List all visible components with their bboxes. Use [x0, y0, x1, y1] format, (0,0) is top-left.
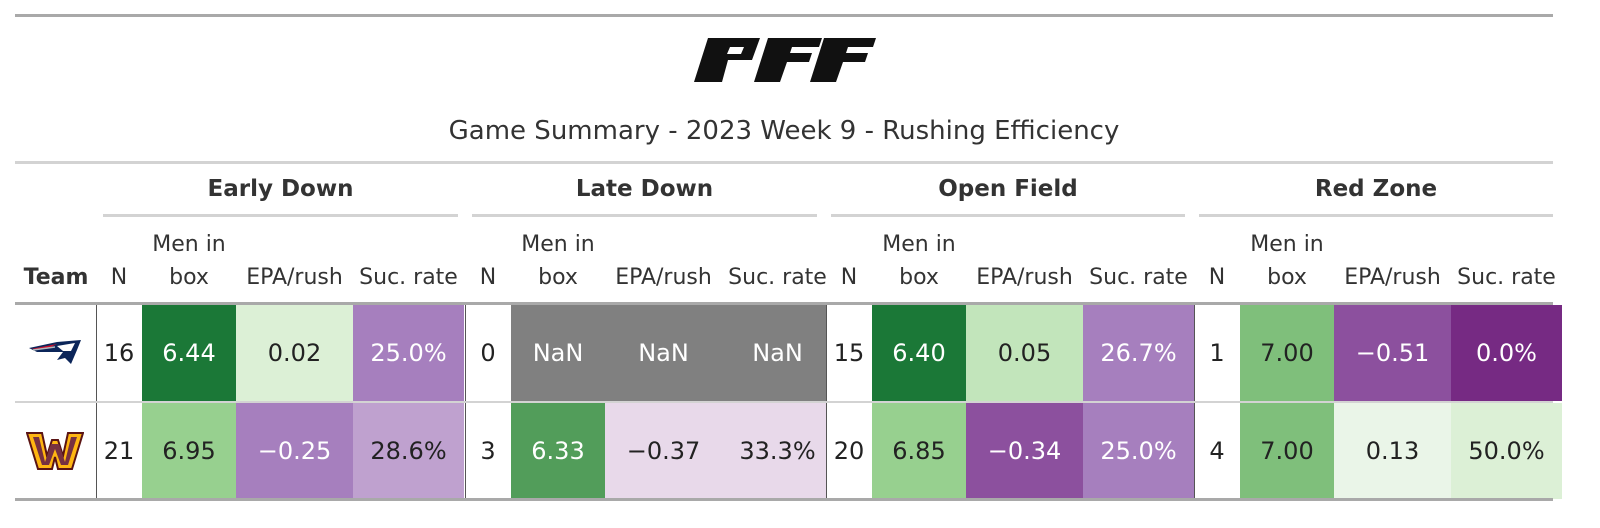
cell-n: 16 [96, 305, 142, 401]
cell-men-in-box: 6.85 [872, 403, 966, 499]
cell-n: 1 [1194, 305, 1240, 401]
column-header-men-in-box: box [169, 265, 209, 290]
group-header-rule [1199, 214, 1553, 217]
table-title: Game Summary - 2023 Week 9 - Rushing Eff… [448, 116, 1120, 146]
column-header-n: N [840, 265, 858, 290]
group-header: Open Field [938, 176, 1078, 202]
cell-success-rate: 25.0% [353, 305, 464, 401]
patriots-logo [29, 340, 81, 364]
cell-men-in-box: 6.40 [872, 305, 966, 401]
column-header-success-rate: Suc. rate [1089, 265, 1188, 290]
column-header-n: N [1208, 265, 1226, 290]
column-header-n: N [479, 265, 497, 290]
cell-n: 4 [1194, 403, 1240, 499]
cell-epa-rush: 0.05 [966, 305, 1083, 401]
cell-men-in-box: 7.00 [1240, 305, 1334, 401]
cell-success-rate: 50.0% [1451, 403, 1562, 499]
cell-n: 0 [465, 305, 511, 401]
team-logo-cell [15, 305, 95, 401]
cell-success-rate: 0.0% [1451, 305, 1562, 401]
cell-epa-rush: −0.37 [605, 403, 722, 499]
top-rule [15, 14, 1553, 17]
header-rule [15, 302, 1553, 305]
cell-success-rate: 26.7% [1083, 305, 1194, 401]
column-header-epa-rush: EPA/rush [976, 265, 1073, 290]
column-header-men-in-box: Men in [882, 232, 956, 257]
column-header-success-rate: Suc. rate [1457, 265, 1556, 290]
commanders-logo [26, 432, 84, 470]
column-header-epa-rush: EPA/rush [615, 265, 712, 290]
title-rule [15, 161, 1553, 164]
column-header-men-in-box: Men in [152, 232, 226, 257]
column-header-success-rate: Suc. rate [728, 265, 827, 290]
cell-n: 20 [826, 403, 872, 499]
cell-n: 21 [96, 403, 142, 499]
cell-success-rate: NaN [722, 305, 833, 401]
cell-epa-rush: −0.51 [1334, 305, 1451, 401]
cell-success-rate: 28.6% [353, 403, 464, 499]
column-header-success-rate: Suc. rate [359, 265, 458, 290]
cell-men-in-box: 6.95 [142, 403, 236, 499]
cell-n: 3 [465, 403, 511, 499]
cell-men-in-box: 6.33 [511, 403, 605, 499]
column-header-men-in-box: Men in [1250, 232, 1324, 257]
column-header-epa-rush: EPA/rush [246, 265, 343, 290]
column-header-epa-rush: EPA/rush [1344, 265, 1441, 290]
group-header-rule [472, 214, 817, 217]
cell-epa-rush: 0.02 [236, 305, 353, 401]
row-separator [15, 401, 1553, 403]
bottom-rule [15, 498, 1553, 501]
cell-men-in-box: 6.44 [142, 305, 236, 401]
cell-success-rate: 25.0% [1083, 403, 1194, 499]
cell-men-in-box: NaN [511, 305, 605, 401]
column-header-men-in-box: box [538, 265, 578, 290]
cell-men-in-box: 7.00 [1240, 403, 1334, 499]
group-header-rule [831, 214, 1185, 217]
group-header: Late Down [575, 176, 714, 202]
column-header-team: Team [23, 265, 89, 290]
cell-epa-rush: −0.34 [966, 403, 1083, 499]
column-header-men-in-box: box [1267, 265, 1307, 290]
group-header: Red Zone [1314, 176, 1438, 202]
group-header-rule [103, 214, 458, 217]
column-header-men-in-box: box [899, 265, 939, 290]
column-header-men-in-box: Men in [521, 232, 595, 257]
cell-epa-rush: 0.13 [1334, 403, 1451, 499]
cell-success-rate: 33.3% [722, 403, 833, 499]
pff-logo [694, 38, 876, 82]
cell-n: 15 [826, 305, 872, 401]
team-logo-cell [15, 403, 95, 499]
column-header-n: N [110, 265, 128, 290]
group-header: Early Down [207, 176, 354, 202]
cell-epa-rush: NaN [605, 305, 722, 401]
cell-epa-rush: −0.25 [236, 403, 353, 499]
